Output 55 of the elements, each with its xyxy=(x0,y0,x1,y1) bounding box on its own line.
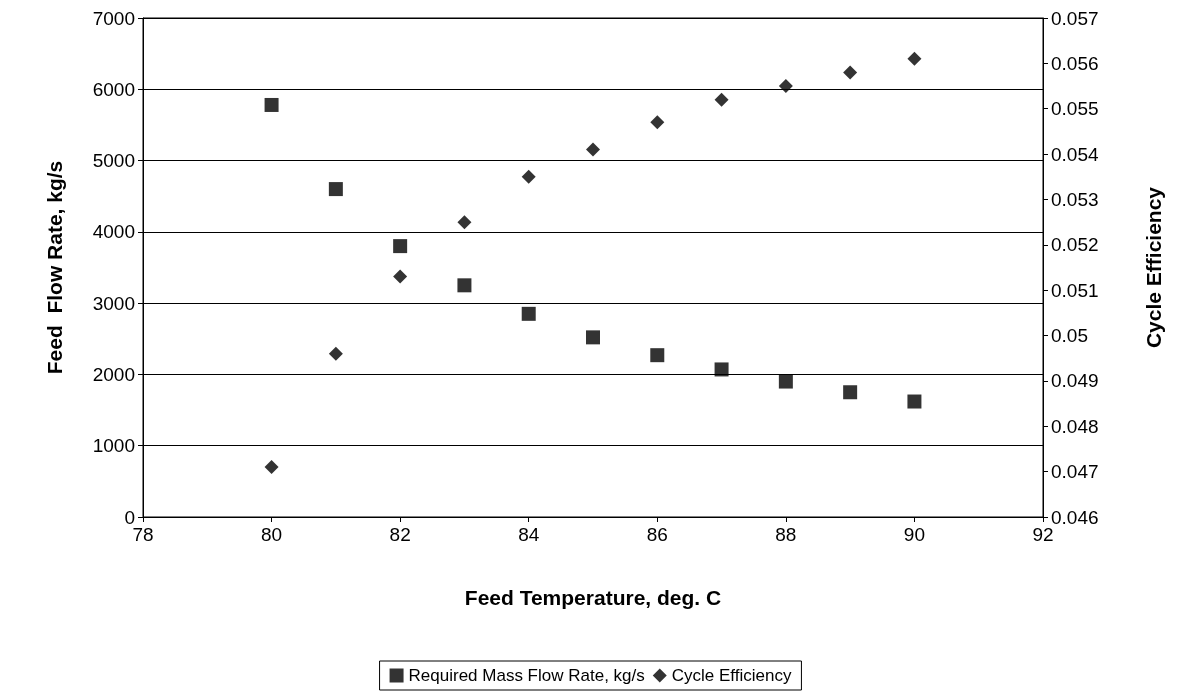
x-axis-title: Feed Temperature, deg. C xyxy=(464,586,722,609)
y2-axis-title: Cycle Efficiency xyxy=(1142,186,1165,349)
point xyxy=(714,92,729,107)
point xyxy=(457,278,472,293)
y-tick-label: 5000 xyxy=(92,150,135,172)
x-tick-label: 80 xyxy=(261,524,283,545)
x-tick-label: 90 xyxy=(903,524,925,545)
point xyxy=(586,330,600,345)
point xyxy=(264,97,279,112)
x-tick-label: 92 xyxy=(1032,524,1054,545)
point xyxy=(843,65,858,80)
point xyxy=(778,374,793,389)
y-axis-title: Feed Flow Rate, kg/s xyxy=(43,160,66,375)
point xyxy=(328,182,343,197)
point xyxy=(907,394,922,409)
legend-label: Cycle Efficiency xyxy=(671,666,792,685)
y-tick-label: 7000 xyxy=(92,7,135,29)
y2-tick-label: 0.047 xyxy=(1051,461,1099,483)
y2-tick-label: 0.051 xyxy=(1051,279,1099,301)
point xyxy=(843,385,858,400)
point xyxy=(650,115,665,130)
point xyxy=(521,306,536,321)
x-tick-label: 88 xyxy=(775,524,797,545)
y-tick-label: 0 xyxy=(124,506,135,528)
y2-tick-label: 0.054 xyxy=(1051,143,1099,165)
y2-tick-label: 0.046 xyxy=(1051,506,1099,528)
point xyxy=(650,348,665,363)
point xyxy=(907,51,922,66)
y2-tick-label: 0.05 xyxy=(1051,325,1088,347)
y2-tick-label: 0.052 xyxy=(1051,234,1099,256)
y-tick-label: 3000 xyxy=(92,292,135,314)
y-tick-label: 1000 xyxy=(92,435,135,457)
legend-label: Required Mass Flow Rate, kg/s xyxy=(408,666,645,685)
point xyxy=(586,142,600,157)
y-tick-label: 6000 xyxy=(92,78,135,100)
y2-tick-label: 0.048 xyxy=(1051,415,1099,437)
y2-tick-label: 0.053 xyxy=(1051,188,1099,210)
x-tick-label: 82 xyxy=(389,524,411,545)
y-tick-label: 2000 xyxy=(92,363,135,385)
point xyxy=(778,79,793,94)
point xyxy=(521,169,536,184)
y2-tick-label: 0.049 xyxy=(1051,370,1099,392)
point xyxy=(457,215,472,230)
y2-tick-label: 0.055 xyxy=(1051,98,1099,120)
y-tick-label: 4000 xyxy=(92,221,135,243)
point xyxy=(393,269,408,284)
x-tick-label: 78 xyxy=(132,524,154,545)
y2-tick-label: 0.056 xyxy=(1051,52,1099,74)
point xyxy=(393,239,408,254)
y2-tick-label: 0.057 xyxy=(1051,7,1099,29)
point xyxy=(714,362,729,377)
point xyxy=(264,460,279,475)
x-tick-label: 86 xyxy=(646,524,668,545)
x-tick-label: 84 xyxy=(518,524,540,545)
point xyxy=(328,346,343,361)
